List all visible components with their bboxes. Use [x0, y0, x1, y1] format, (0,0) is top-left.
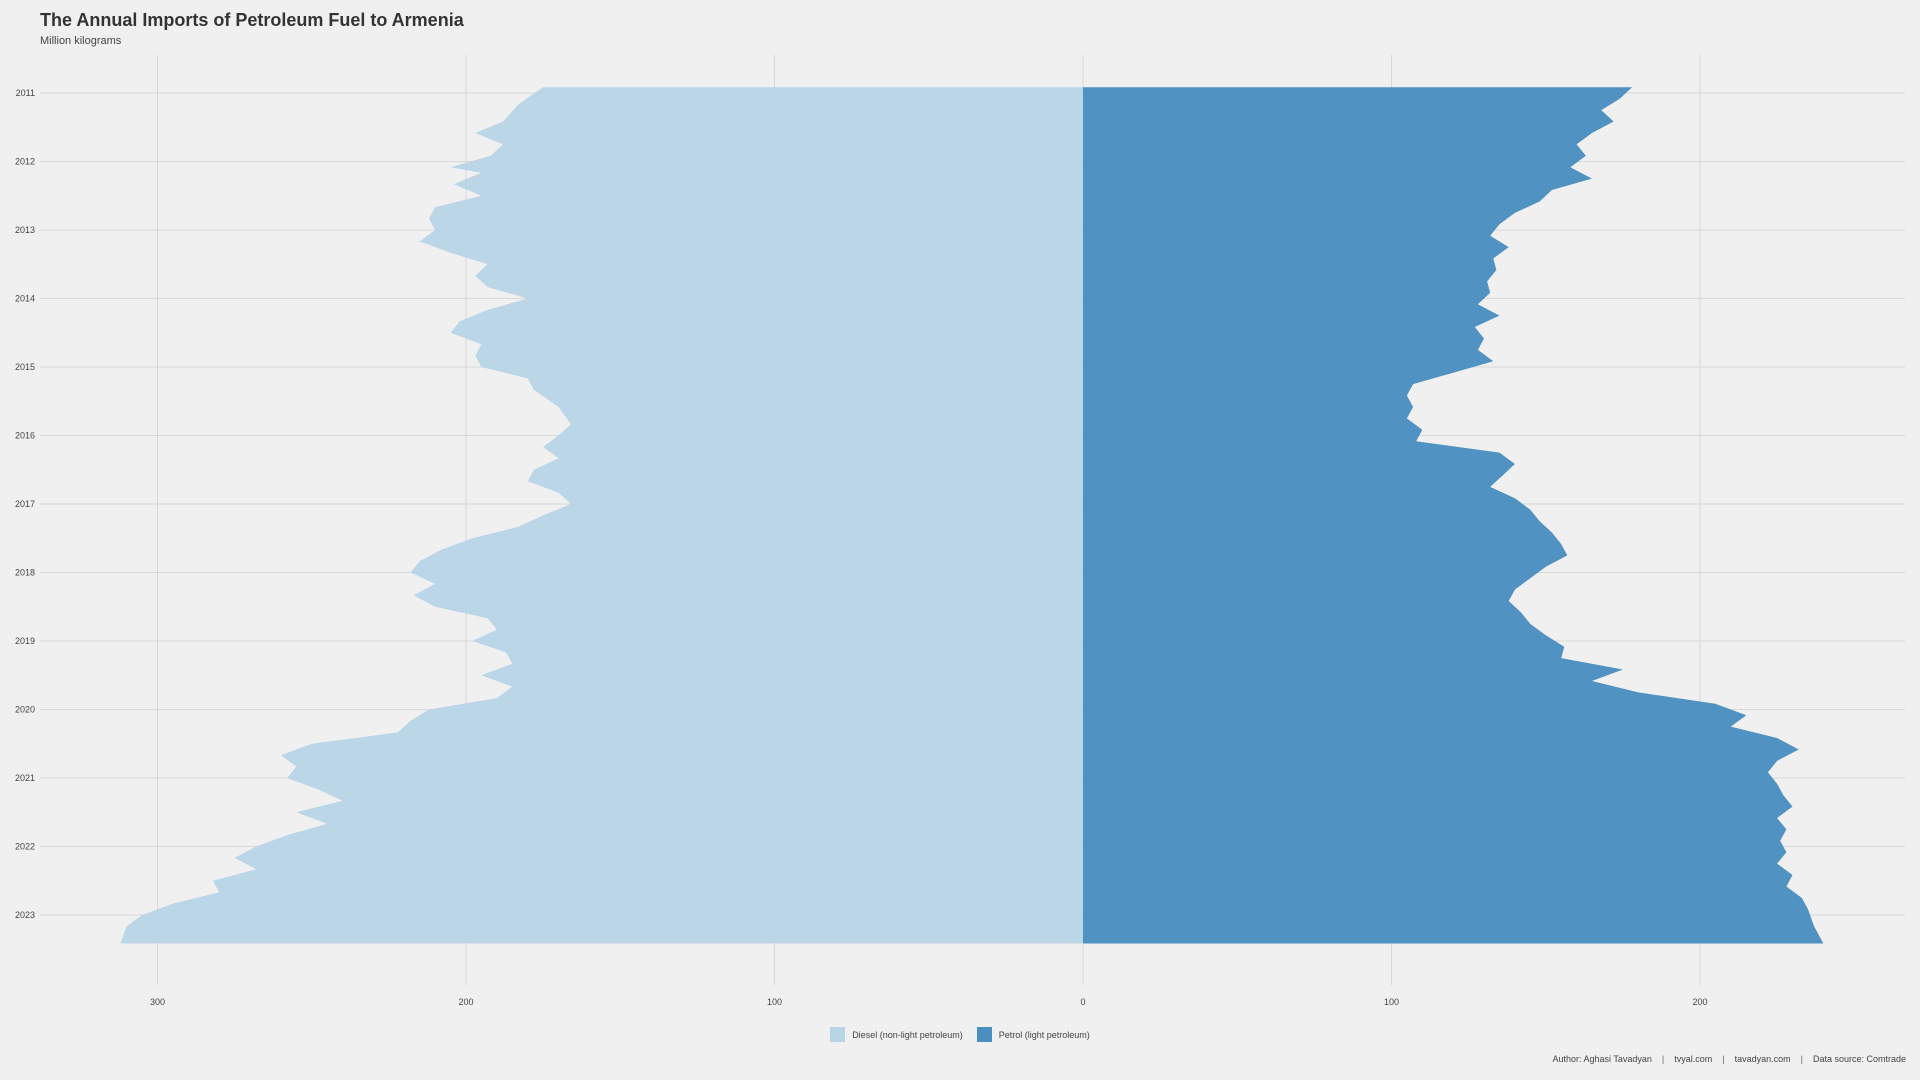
- legend-item-diesel: Diesel (non-light petroleum): [830, 1027, 963, 1042]
- x-tick-label: 300: [150, 997, 165, 1007]
- x-tick-label: 100: [1384, 997, 1399, 1007]
- y-tick-label: 2018: [15, 568, 35, 578]
- y-tick-label: 2012: [15, 157, 35, 167]
- axis-layer: 2011 2012 2013 2014 2015 2016 2017 2018 2019 2020…: [15, 88, 1708, 1007]
- legend-label-diesel: Diesel (non-light petroleum): [852, 1029, 963, 1040]
- y-tick-label: 2015: [15, 362, 35, 372]
- y-tick-label: 2023: [15, 910, 35, 920]
- caption-separator: |: [1661, 1054, 1665, 1064]
- legend-swatch-diesel: [830, 1027, 846, 1042]
- x-tick-label: 200: [1692, 997, 1707, 1007]
- caption-source: Data source: Comtrade: [1812, 1054, 1906, 1064]
- legend-item-petrol: Petrol (light petroleum): [976, 1027, 1090, 1042]
- y-tick-label: 2020: [15, 705, 35, 715]
- caption-separator: |: [1722, 1054, 1725, 1064]
- caption-site-2: tavadyan.com: [1734, 1054, 1791, 1064]
- area-layer: [120, 87, 1824, 944]
- y-tick-label: 2013: [15, 225, 35, 235]
- legend-label-petrol: Petrol (light petroleum): [998, 1029, 1090, 1040]
- caption-author: Author: Aghasi Tavadyan: [1552, 1054, 1652, 1064]
- legend: Diesel (non-light petroleum) Petrol (lig…: [0, 1027, 1920, 1042]
- caption-separator: |: [1800, 1054, 1803, 1064]
- series-area-diesel: [120, 87, 1083, 944]
- y-tick-label: 2016: [15, 431, 35, 441]
- caption: Author: Aghasi Tavadyan | tvyal.com | ta…: [1552, 1054, 1906, 1064]
- y-tick-label: 2014: [15, 294, 35, 304]
- caption-site-1: tvyal.com: [1674, 1054, 1713, 1064]
- x-tick-label: 200: [458, 997, 473, 1007]
- chart-subtitle: Million kilograms: [40, 35, 122, 47]
- legend-swatch-petrol: [976, 1027, 992, 1042]
- x-tick-label: 0: [1080, 997, 1085, 1007]
- y-tick-label: 2022: [15, 842, 35, 852]
- series-area-petrol: [1083, 87, 1824, 944]
- y-tick-label: 2017: [15, 499, 35, 509]
- y-tick-label: 2019: [15, 636, 35, 646]
- y-tick-label: 2011: [16, 88, 35, 98]
- x-tick-label: 100: [767, 997, 782, 1007]
- y-tick-label: 2021: [15, 773, 35, 783]
- chart-title: The Annual Imports of Petroleum Fuel to …: [40, 10, 464, 30]
